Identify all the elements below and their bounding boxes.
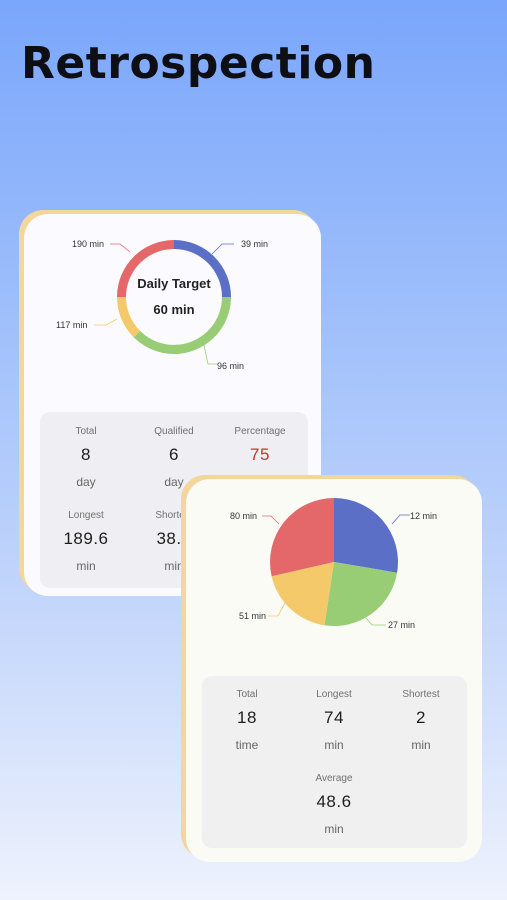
stat-value: 75 — [250, 445, 270, 464]
pie-leader-yellow — [268, 600, 287, 617]
stat-qualified: Qualified 6 day — [129, 426, 219, 489]
stat-value: 189.6 — [63, 529, 109, 548]
stat-unit: time — [235, 738, 259, 752]
pie-slice-blue — [334, 498, 399, 573]
stat-unit: min — [324, 738, 344, 752]
donut-label-yellow: 117 min — [56, 320, 87, 330]
sessions-card[interactable]: 12 min 80 min 51 min 27 min Total 18 tim… — [186, 479, 482, 862]
stat-unit: min — [164, 559, 184, 573]
stat-longest: Longest 189.6 min — [41, 510, 131, 573]
stat-value: 48.6 — [316, 792, 352, 811]
pie-slice-yellow — [271, 562, 334, 626]
pie-leader-green — [365, 617, 386, 626]
stat-unit: day — [76, 475, 96, 489]
donut-center-value: 60 min — [153, 302, 194, 317]
stat-value: 8 — [81, 445, 91, 464]
leader-line-green — [203, 344, 217, 365]
stat-label: Longest — [68, 510, 104, 521]
stat-unit: min — [411, 738, 431, 752]
donut-segment-yellow — [117, 297, 141, 338]
stat-label: Shortest — [155, 510, 193, 521]
stat-label: Total — [236, 689, 258, 700]
stat-longest: Longest 74 min — [289, 689, 379, 752]
leader-line-yellow — [94, 318, 118, 326]
pie-label-blue: 12 min — [410, 511, 437, 521]
stat-value: 74 — [324, 708, 344, 727]
donut-label-blue: 39 min — [241, 239, 268, 249]
stat-label: Total — [75, 426, 97, 437]
leader-line-red — [110, 243, 131, 253]
session-stats-panel: Total 18 time Longest 74 min Shortest 2 … — [202, 676, 467, 848]
sessions-pie-chart: 12 min 80 min 51 min 27 min — [230, 498, 437, 630]
pie-slice-red — [270, 498, 334, 577]
stat-value: 6 — [169, 445, 179, 464]
pie-label-green: 27 min — [388, 620, 415, 630]
pie-leader-blue — [391, 514, 410, 525]
daily-target-donut-chart: 39 min 190 min 117 min 96 min Daily Targ… — [56, 239, 268, 371]
donut-segment-green — [133, 297, 232, 354]
pie-label-yellow: 51 min — [239, 611, 266, 621]
stat-label: Percentage — [234, 426, 286, 437]
pie-slice-green — [324, 562, 398, 627]
stat-value: 2 — [416, 708, 426, 727]
donut-segment-blue — [174, 240, 231, 297]
stat-label: Average — [315, 773, 353, 784]
stat-label: Longest — [316, 689, 352, 700]
stat-unit: min — [324, 822, 344, 836]
donut-label-red: 190 min — [72, 239, 104, 249]
stat-label: Shortest — [402, 689, 440, 700]
donut-segment-red — [117, 240, 174, 297]
stat-total-times: Total 18 time — [202, 689, 292, 752]
pie-label-red: 80 min — [230, 511, 257, 521]
stat-unit: day — [164, 475, 184, 489]
stat-total: Total 8 day — [41, 426, 131, 489]
pie-leader-red — [262, 515, 280, 525]
page-title: Retrospection — [21, 38, 376, 89]
leader-line-blue — [211, 243, 234, 255]
stat-label: Qualified — [154, 426, 194, 437]
stat-unit: min — [76, 559, 96, 573]
stat-value: 18 — [237, 708, 257, 727]
donut-center-title: Daily Target — [137, 276, 211, 291]
stat-shortest: Shortest 2 min — [376, 689, 466, 752]
donut-label-green: 96 min — [217, 361, 244, 371]
stat-average: Average 48.6 min — [289, 773, 379, 836]
